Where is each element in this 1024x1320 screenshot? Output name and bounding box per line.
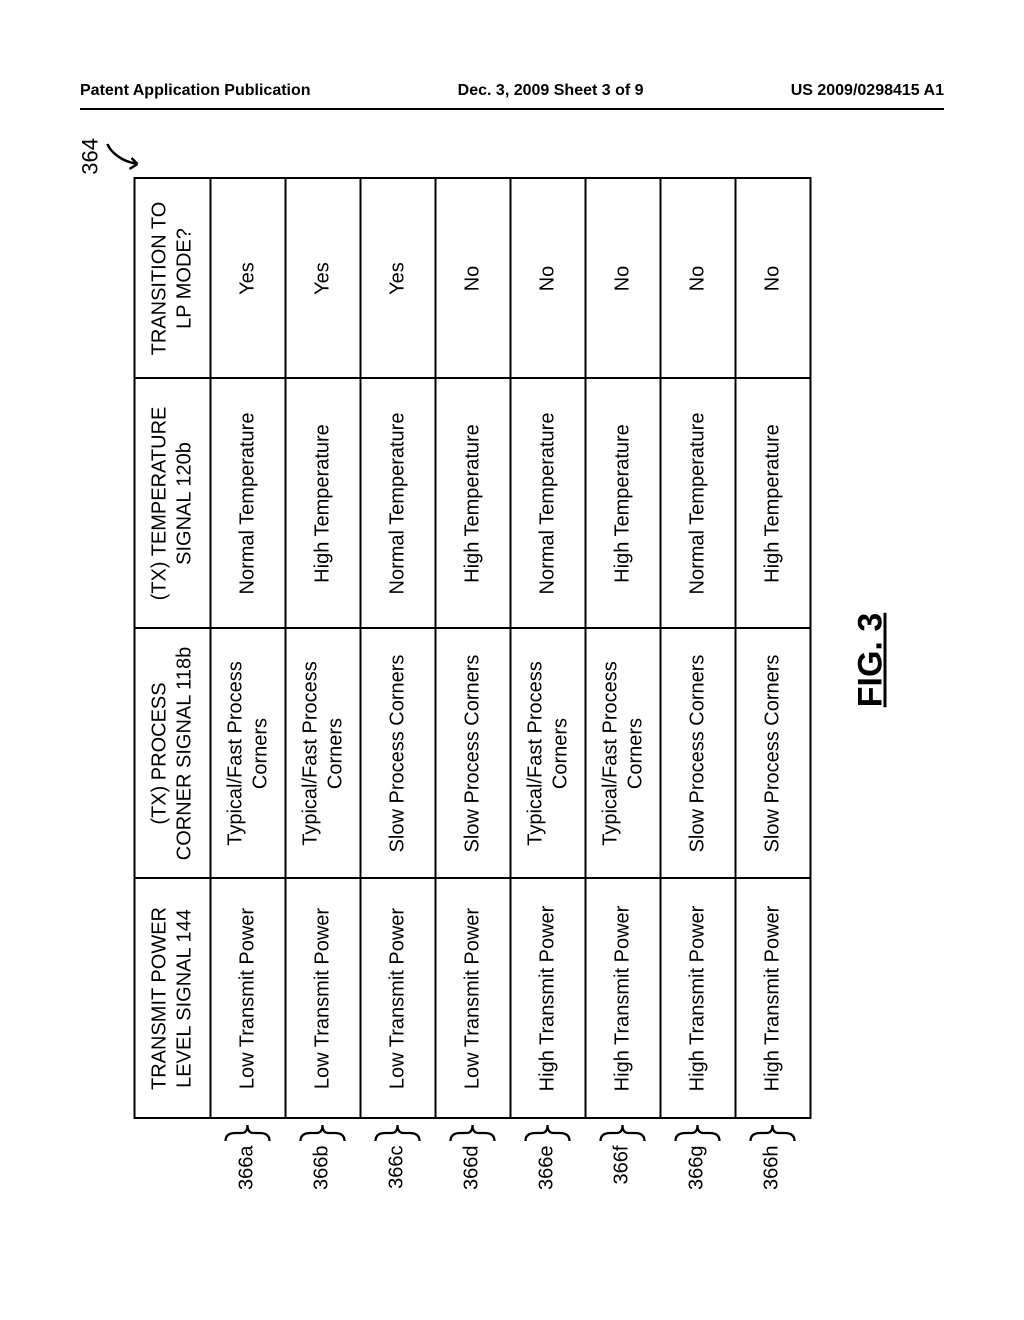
row-label-text: 366g (686, 1146, 709, 1191)
row-label: 366a (210, 1120, 285, 1191)
row-labels: 366a 366b 366c 366d 366e 366f 366g 366h (134, 1120, 812, 1191)
row-label: 366c (360, 1120, 435, 1191)
table-cell: High Temperature (736, 379, 811, 629)
table-cell: No (736, 179, 811, 379)
main-table: TRANSMIT POWER LEVEL SIGNAL 144 (TX) PRO… (134, 178, 812, 1120)
header-center: Dec. 3, 2009 Sheet 3 of 9 (458, 82, 644, 100)
row-label-text: 366d (461, 1146, 484, 1191)
brace-icon (371, 1120, 423, 1144)
table-cell: High Transmit Power (586, 879, 661, 1119)
table-cell: Normal Temperature (511, 379, 586, 629)
table-cell: Typical/Fast Process Corners (211, 629, 286, 879)
table-row: Low Transmit PowerTypical/Fast Process C… (286, 179, 361, 1119)
table-wrapper: 366a 366b 366c 366d 366e 366f 366g 366h TRANSMI… (134, 130, 812, 1190)
figure-caption: FIG. 3 (852, 130, 891, 1190)
row-label: 366h (735, 1120, 810, 1191)
row-label: 366b (285, 1120, 360, 1191)
row-label-text: 366a (236, 1146, 259, 1191)
table-cell: High Transmit Power (661, 879, 736, 1119)
brace-icon (521, 1120, 573, 1144)
table-cell: Low Transmit Power (286, 879, 361, 1119)
table-row: Low Transmit PowerSlow Process CornersNo… (361, 179, 436, 1119)
table-cell: High Temperature (286, 379, 361, 629)
brace-icon (596, 1120, 648, 1144)
row-label-text: 366e (536, 1146, 559, 1191)
table-row: High Transmit PowerSlow Process CornersN… (661, 179, 736, 1119)
header-left: Patent Application Publication (80, 82, 311, 100)
table-cell: No (661, 179, 736, 379)
table-cell: No (586, 179, 661, 379)
table-cell: Slow Process Corners (436, 629, 511, 879)
row-label-text: 366c (386, 1146, 409, 1189)
table-cell: Slow Process Corners (661, 629, 736, 879)
table-cell: High Temperature (586, 379, 661, 629)
table-cell: Yes (211, 179, 286, 379)
column-header-process: (TX) PROCESS CORNER SIGNAL 118b (135, 629, 211, 879)
table-cell: Yes (286, 179, 361, 379)
figure-container: 364 366a366b366c366d366e366f366g366h TRA… (134, 130, 891, 1190)
header-right: US 2009/0298415 A1 (791, 82, 944, 100)
brace-icon (746, 1120, 798, 1144)
table-row: High Transmit PowerSlow Process CornersH… (736, 179, 811, 1119)
figure-reference-label: 364 (78, 138, 104, 175)
brace-icon (446, 1120, 498, 1144)
row-label: 366f (585, 1120, 660, 1191)
column-header-mode: TRANSITION TO LP MODE? (135, 179, 211, 379)
row-label: 366e (510, 1120, 585, 1191)
header-divider (80, 108, 944, 110)
table-body: Low Transmit PowerTypical/Fast Process C… (211, 179, 811, 1119)
table-cell: Slow Process Corners (361, 629, 436, 879)
table-row: High Transmit PowerTypical/Fast Process … (586, 179, 661, 1119)
row-label-text: 366h (761, 1146, 784, 1191)
table-cell: Low Transmit Power (211, 879, 286, 1119)
table-cell: Slow Process Corners (736, 629, 811, 879)
table-cell: High Transmit Power (511, 879, 586, 1119)
table-cell: Normal Temperature (361, 379, 436, 629)
table-cell: Typical/Fast Process Corners (586, 629, 661, 879)
table-cell: Low Transmit Power (361, 879, 436, 1119)
table-cell: No (436, 179, 511, 379)
brace-icon (296, 1120, 348, 1144)
brace-icon (671, 1120, 723, 1144)
curved-arrow-icon (106, 138, 146, 174)
page-header: Patent Application Publication Dec. 3, 2… (0, 82, 1024, 100)
table-row: Low Transmit PowerTypical/Fast Process C… (211, 179, 286, 1119)
table-cell: Normal Temperature (211, 379, 286, 629)
table-cell: Typical/Fast Process Corners (286, 629, 361, 879)
table-row: Low Transmit PowerSlow Process CornersHi… (436, 179, 511, 1119)
table-cell: High Transmit Power (736, 879, 811, 1119)
figure-reference: 364 (78, 138, 146, 175)
table-cell: Yes (361, 179, 436, 379)
table-row: High Transmit PowerTypical/Fast Process … (511, 179, 586, 1119)
table-header-row: TRANSMIT POWER LEVEL SIGNAL 144 (TX) PRO… (135, 179, 211, 1119)
table-cell: No (511, 179, 586, 379)
row-label-text: 366b (311, 1146, 334, 1191)
column-header-temp: (TX) TEMPERATURE SIGNAL 120b (135, 379, 211, 629)
brace-icon (221, 1120, 273, 1144)
row-label-text: 366f (611, 1146, 634, 1185)
column-header-power: TRANSMIT POWER LEVEL SIGNAL 144 (135, 879, 211, 1119)
table-cell: Normal Temperature (661, 379, 736, 629)
table-cell: High Temperature (436, 379, 511, 629)
row-label: 366g (660, 1120, 735, 1191)
row-label: 366d (435, 1120, 510, 1191)
table-cell: Low Transmit Power (436, 879, 511, 1119)
table-cell: Typical/Fast Process Corners (511, 629, 586, 879)
